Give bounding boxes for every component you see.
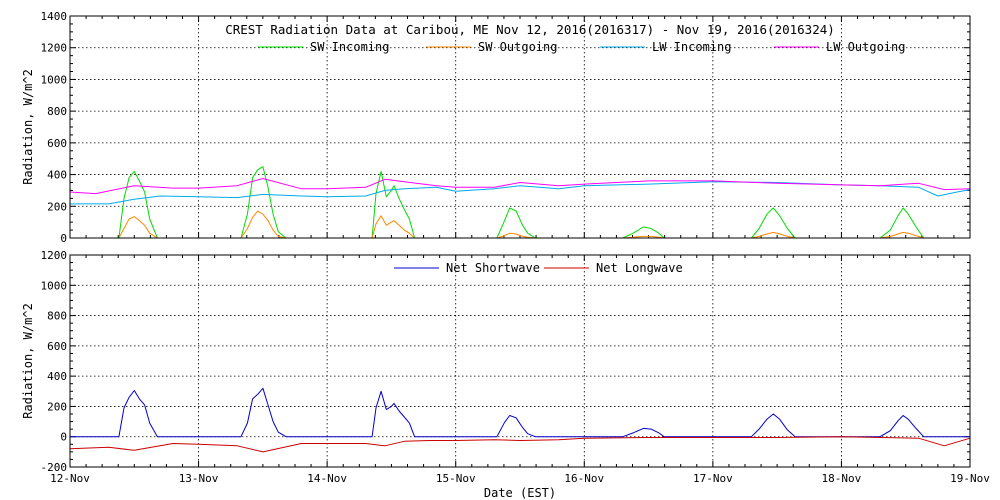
chart-title: CREST Radiation Data at Caribou, ME Nov … xyxy=(225,22,835,37)
x-tick-label: 17-Nov xyxy=(693,472,733,485)
plot-frame xyxy=(69,15,971,239)
series-line-sw-incoming xyxy=(70,166,970,239)
y-tick-label: 1200 xyxy=(41,42,68,55)
y-tick-label: 0 xyxy=(60,232,67,245)
legend-label: SW Outgoing xyxy=(478,40,557,54)
x-tick-label: 16-Nov xyxy=(564,472,604,485)
series-line-net-shortwave xyxy=(70,387,970,438)
series-line-lw-outgoing xyxy=(69,178,971,195)
series-line-net-longwave xyxy=(69,436,971,453)
x-tick-label: 12-Nov xyxy=(50,472,90,485)
y-tick-label: 200 xyxy=(47,400,67,413)
y-tick-label: 600 xyxy=(47,137,67,150)
legend-label: Net Shortwave xyxy=(446,261,540,275)
y-tick-label: 400 xyxy=(47,370,67,383)
y-axis-label: Radiation, W/m^2 xyxy=(21,69,35,185)
y-tick-label: 1000 xyxy=(41,73,68,86)
x-tick-label: 13-Nov xyxy=(179,472,219,485)
x-tick-label: 19-Nov xyxy=(950,472,990,485)
legend-label: Net Longwave xyxy=(596,261,683,275)
y-tick-label: 1400 xyxy=(41,10,68,23)
y-tick-label: 1000 xyxy=(41,279,68,292)
y-tick-label: 0 xyxy=(60,431,67,444)
legend-label: LW Incoming xyxy=(652,40,731,54)
y-tick-label: 1200 xyxy=(41,249,68,262)
x-axis-label: Date (EST) xyxy=(484,486,556,500)
y-tick-label: 400 xyxy=(47,169,67,182)
plot-frame xyxy=(69,254,971,468)
x-tick-label: 15-Nov xyxy=(436,472,476,485)
y-axis-label: Radiation, W/m^2 xyxy=(21,303,35,419)
chart-panel-1: 0 200 400 600 800 1000 1200 1400 Radiation, W/m^… xyxy=(21,10,971,245)
y-tick-label: 800 xyxy=(47,105,67,118)
x-tick-label: 18-Nov xyxy=(822,472,862,485)
legend-label: LW Outgoing xyxy=(826,40,905,54)
y-tick-label: 800 xyxy=(47,310,67,323)
chart-panel-2: -200 0 200 400 600 800 1000 1200 12-Nov 13-Nov 14-… xyxy=(21,249,990,500)
y-tick-label: 200 xyxy=(47,200,67,213)
series-line-sw-outgoing xyxy=(70,210,970,239)
y-tick-label: 600 xyxy=(47,340,67,353)
legend-label: SW Incoming xyxy=(310,40,389,54)
y-tick-label: -200 xyxy=(41,461,68,474)
x-tick-label: 14-Nov xyxy=(307,472,347,485)
